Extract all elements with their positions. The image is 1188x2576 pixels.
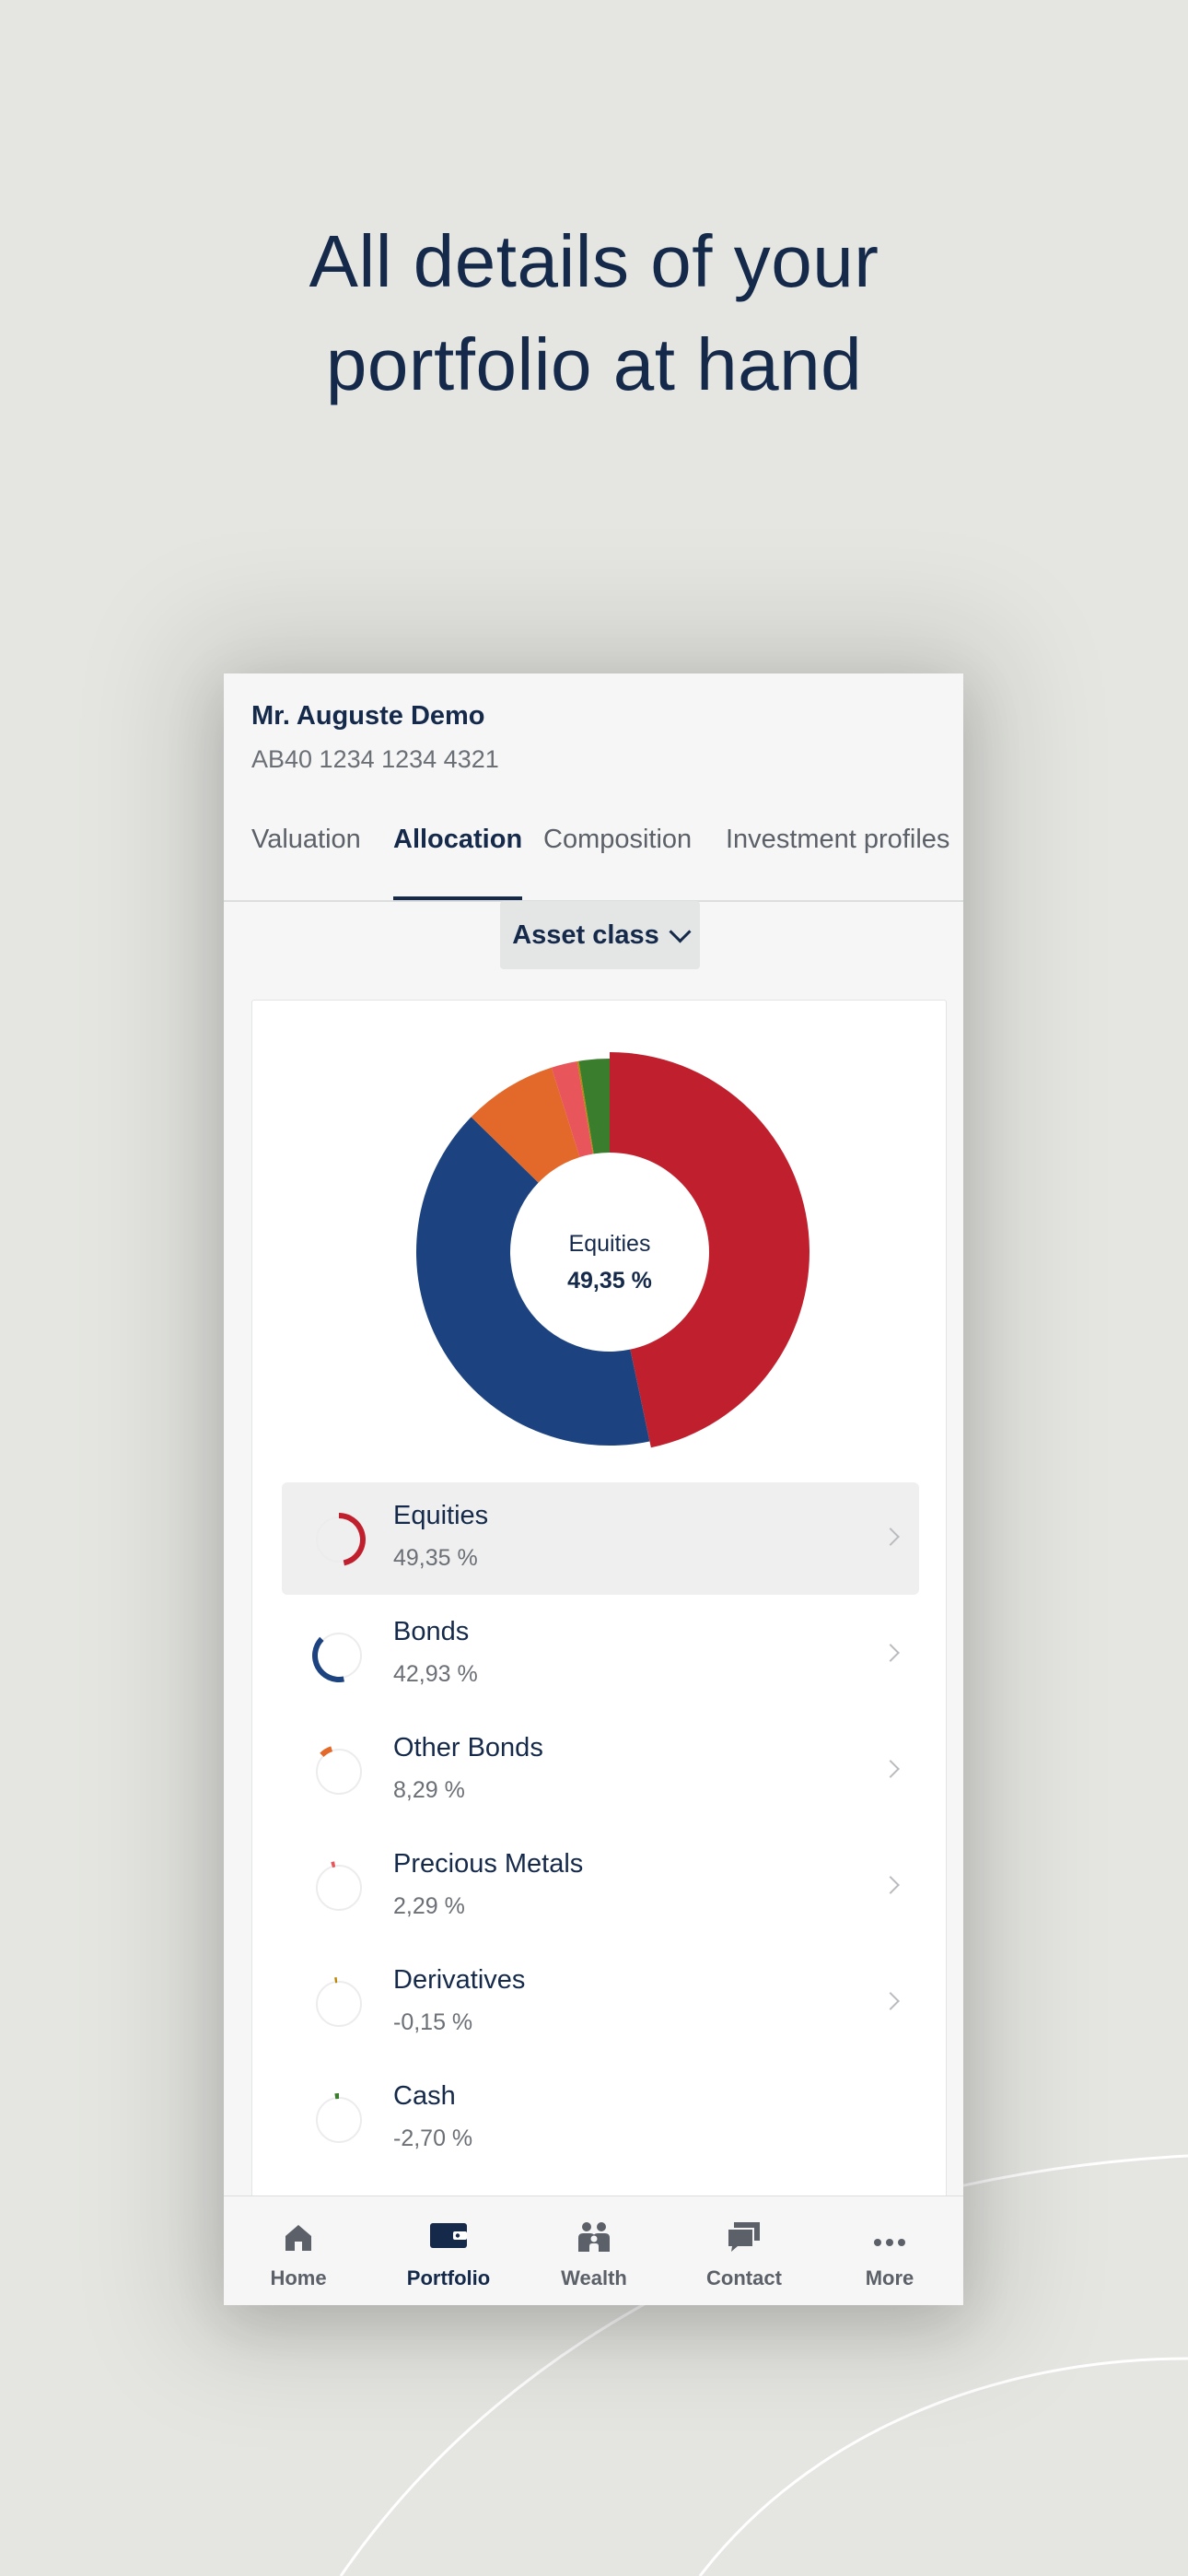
ring-segment bbox=[339, 1513, 366, 1566]
dropdown-value: Asset class bbox=[512, 919, 659, 950]
nav-label: Contact bbox=[706, 2266, 782, 2289]
donut-center-value: 49,35 % bbox=[567, 1268, 652, 1294]
ring-segment bbox=[334, 2093, 339, 2100]
bottom-nav: Home Portfolio Wealth bbox=[224, 2195, 963, 2305]
allocation-list: Equities 49,35 % Bonds 42,93 % Other Bon… bbox=[282, 1482, 919, 2179]
family-icon bbox=[578, 2222, 610, 2252]
donut-slice-precious-metals[interactable] bbox=[551, 1061, 593, 1158]
allocation-row-precious-metals[interactable]: Precious Metals 2,29 % bbox=[282, 1831, 919, 1943]
more-icon bbox=[874, 2239, 905, 2246]
ring-segment bbox=[334, 1977, 338, 1984]
row-name: Equities bbox=[393, 1501, 489, 1530]
nav-home[interactable]: Home bbox=[225, 2196, 372, 2305]
tab-composition[interactable]: Composition bbox=[543, 825, 693, 854]
ring-segment bbox=[331, 1861, 336, 1868]
chevron-down-icon bbox=[669, 919, 692, 943]
tab-allocation[interactable]: Allocation bbox=[393, 812, 523, 900]
donut-slice-bonds[interactable] bbox=[415, 1117, 650, 1446]
chevron-right-icon bbox=[881, 1528, 900, 1546]
chat-icon bbox=[728, 2222, 760, 2252]
tab-bar: Valuation Allocation Composition Investm… bbox=[224, 812, 963, 902]
ring-track bbox=[316, 1981, 362, 2027]
bonds-ring-icon bbox=[312, 1633, 362, 1682]
home-icon bbox=[285, 2225, 311, 2251]
allocation-row-cash[interactable]: Cash -2,70 % bbox=[282, 2063, 919, 2175]
equities-ring-icon bbox=[316, 1513, 366, 1566]
client-name: Mr. Auguste Demo bbox=[251, 701, 485, 731]
donut-slice-equities[interactable] bbox=[610, 1052, 809, 1448]
ring-track bbox=[316, 1865, 362, 1911]
allocation-donut-chart[interactable] bbox=[409, 1051, 810, 1453]
ring-track bbox=[316, 1749, 362, 1795]
other-bonds-ring-icon bbox=[316, 1746, 362, 1795]
headline: All details of your portfolio at hand bbox=[0, 210, 1188, 416]
row-percentage: 42,93 % bbox=[393, 1661, 478, 1687]
precious-metals-ring-icon bbox=[316, 1861, 362, 1911]
donut-center-label: Equities bbox=[568, 1231, 651, 1257]
client-account-number: AB40 1234 1234 4321 bbox=[251, 745, 499, 773]
allocation-row-derivatives[interactable]: Derivatives -0,15 % bbox=[282, 1947, 919, 2059]
row-name: Derivatives bbox=[393, 1965, 526, 1995]
nav-wealth[interactable]: Wealth bbox=[520, 2196, 668, 2305]
row-percentage: -2,70 % bbox=[393, 2125, 473, 2151]
wallet-icon bbox=[430, 2223, 467, 2248]
allocation-row-equities[interactable]: Equities 49,35 % bbox=[282, 1482, 919, 1595]
phone-screen: Mr. Auguste Demo AB40 1234 1234 4321 Val… bbox=[224, 673, 963, 2305]
allocation-row-bonds[interactable]: Bonds 42,93 % bbox=[282, 1598, 919, 1711]
allocation-card: Equities 49,35 % Equities 49,35 % Bonds … bbox=[251, 1000, 947, 2305]
headline-line-2: portfolio at hand bbox=[325, 323, 863, 405]
ring-track bbox=[316, 2097, 362, 2143]
ring-segment bbox=[320, 1746, 333, 1757]
nav-label: More bbox=[865, 2266, 914, 2289]
row-name: Cash bbox=[393, 2081, 456, 2111]
nav-label: Home bbox=[270, 2266, 327, 2289]
headline-line-1: All details of your bbox=[309, 220, 879, 302]
row-percentage: 2,29 % bbox=[393, 1893, 465, 1919]
row-percentage: 8,29 % bbox=[393, 1777, 465, 1803]
chevron-right-icon bbox=[881, 1876, 900, 1894]
donut-slice-cash[interactable] bbox=[578, 1059, 610, 1154]
allocation-row-other-bonds[interactable]: Other Bonds 8,29 % bbox=[282, 1715, 919, 1827]
row-name: Other Bonds bbox=[393, 1733, 543, 1762]
nav-portfolio[interactable]: Portfolio bbox=[375, 2196, 522, 2305]
row-name: Precious Metals bbox=[393, 1849, 584, 1879]
asset-class-dropdown[interactable]: Asset class bbox=[500, 901, 700, 969]
derivatives-ring-icon bbox=[316, 1977, 362, 2027]
ring-segment bbox=[312, 1636, 344, 1682]
nav-contact[interactable]: Contact bbox=[670, 2196, 818, 2305]
donut-slice-derivatives[interactable] bbox=[577, 1060, 594, 1154]
row-percentage: -0,15 % bbox=[393, 2009, 473, 2035]
chevron-right-icon bbox=[881, 1760, 900, 1778]
row-percentage: 49,35 % bbox=[393, 1545, 478, 1571]
donut-slice-other-bonds[interactable] bbox=[471, 1067, 580, 1183]
tab-investment-profiles[interactable]: Investment profiles bbox=[726, 825, 950, 854]
cash-ring-icon bbox=[316, 2093, 362, 2143]
chevron-right-icon bbox=[881, 1992, 900, 2010]
tab-valuation[interactable]: Valuation bbox=[251, 825, 361, 854]
nav-label: Portfolio bbox=[406, 2266, 491, 2289]
row-name: Bonds bbox=[393, 1617, 470, 1646]
nav-label: Wealth bbox=[561, 2266, 627, 2289]
nav-more[interactable]: More bbox=[816, 2196, 963, 2305]
chevron-right-icon bbox=[881, 1644, 900, 1662]
